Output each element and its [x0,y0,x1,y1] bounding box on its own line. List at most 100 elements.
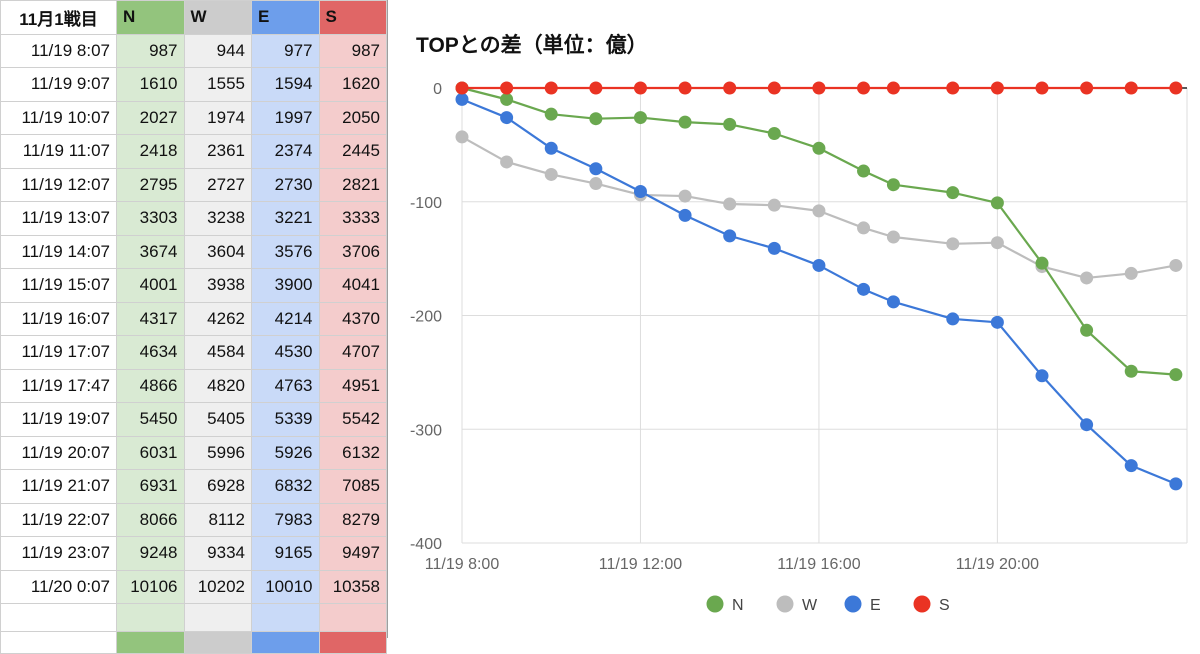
legend-label-s[interactable]: S [939,597,950,614]
cell-w[interactable]: 4820 [183,368,252,403]
data-point-e[interactable] [723,229,737,243]
data-point-e[interactable] [544,141,558,155]
cell-w[interactable]: 4584 [183,335,252,370]
cell-w[interactable]: 3238 [183,201,252,236]
data-point-e[interactable] [633,185,647,199]
data-point-w[interactable] [1124,266,1138,280]
cell-time[interactable]: 11/19 19:07 [0,402,117,437]
data-point-s[interactable] [633,81,647,95]
cell-w[interactable]: 944 [183,33,252,68]
data-point-n[interactable] [812,141,826,155]
data-point-s[interactable] [544,81,558,95]
data-point-w[interactable] [723,197,737,211]
legend-label-e[interactable]: E [870,597,881,614]
header-cell-label[interactable]: 11月1戦目 [0,0,117,35]
cell-n[interactable]: 4866 [116,368,185,403]
data-point-e[interactable] [455,92,469,106]
cell-e[interactable]: 9165 [251,536,320,571]
legend-marker-e[interactable] [844,595,862,613]
data-point-w[interactable] [500,155,514,169]
data-point-s[interactable] [990,81,1004,95]
cell-e[interactable]: 3576 [251,234,320,269]
data-point-e[interactable] [946,312,960,326]
data-point-n[interactable] [1080,323,1094,337]
cell-time[interactable]: 11/19 12:07 [0,167,117,202]
data-point-w[interactable] [767,198,781,212]
empty-cell[interactable] [318,603,387,632]
data-point-n[interactable] [1035,256,1049,270]
cell-s[interactable]: 2050 [318,100,387,135]
cell-time[interactable]: 11/20 0:07 [0,569,117,604]
cell-e[interactable]: 977 [251,33,320,68]
cell-s[interactable]: 4707 [318,335,387,370]
data-point-n[interactable] [544,107,558,121]
cell-w[interactable]: 3938 [183,268,252,303]
cell-e[interactable]: 7983 [251,502,320,537]
empty-cell[interactable] [183,631,252,654]
data-point-s[interactable] [767,81,781,95]
cell-w[interactable]: 3604 [183,234,252,269]
data-point-w[interactable] [1169,258,1183,272]
legend-label-w[interactable]: W [802,597,818,614]
data-point-s[interactable] [455,81,469,95]
cell-s[interactable]: 9497 [318,536,387,571]
data-point-n[interactable] [633,111,647,125]
data-point-s[interactable] [589,81,603,95]
empty-cell[interactable] [183,603,252,632]
cell-time[interactable]: 11/19 17:47 [0,368,117,403]
cell-time[interactable]: 11/19 17:07 [0,335,117,370]
cell-n[interactable]: 1610 [116,67,185,102]
data-point-e[interactable] [678,208,692,222]
cell-s[interactable]: 7085 [318,469,387,504]
data-point-e[interactable] [857,282,871,296]
data-point-s[interactable] [857,81,871,95]
data-point-w[interactable] [455,130,469,144]
cell-n[interactable]: 9248 [116,536,185,571]
cell-time[interactable]: 11/19 10:07 [0,100,117,135]
cell-w[interactable]: 5996 [183,435,252,470]
cell-n[interactable]: 8066 [116,502,185,537]
cell-s[interactable]: 2821 [318,167,387,202]
data-point-s[interactable] [1124,81,1138,95]
cell-s[interactable]: 6132 [318,435,387,470]
cell-w[interactable]: 2361 [183,134,252,169]
data-point-s[interactable] [946,81,960,95]
cell-s[interactable]: 987 [318,33,387,68]
cell-e[interactable]: 4530 [251,335,320,370]
legend-label-n[interactable]: N [732,597,744,614]
data-point-w[interactable] [1080,271,1094,285]
empty-cell[interactable] [0,631,117,654]
cell-s[interactable]: 2445 [318,134,387,169]
cell-w[interactable]: 4262 [183,301,252,336]
cell-n[interactable]: 4001 [116,268,185,303]
cell-n[interactable]: 987 [116,33,185,68]
data-point-w[interactable] [812,204,826,218]
cell-n[interactable]: 6931 [116,469,185,504]
data-point-n[interactable] [500,92,514,106]
cell-s[interactable]: 4041 [318,268,387,303]
cell-w[interactable]: 10202 [183,569,252,604]
cell-w[interactable]: 9334 [183,536,252,571]
data-point-w[interactable] [857,221,871,235]
cell-w[interactable]: 8112 [183,502,252,537]
cell-time[interactable]: 11/19 20:07 [0,435,117,470]
cell-n[interactable]: 2418 [116,134,185,169]
cell-e[interactable]: 2730 [251,167,320,202]
cell-n[interactable]: 2795 [116,167,185,202]
cell-n[interactable]: 6031 [116,435,185,470]
data-point-w[interactable] [678,189,692,203]
data-point-e[interactable] [1169,477,1183,491]
cell-time[interactable]: 11/19 13:07 [0,201,117,236]
cell-e[interactable]: 1997 [251,100,320,135]
cell-w[interactable]: 2727 [183,167,252,202]
data-point-s[interactable] [678,81,692,95]
cell-time[interactable]: 11/19 21:07 [0,469,117,504]
header-cell-n[interactable]: N [116,0,185,35]
cell-e[interactable]: 3900 [251,268,320,303]
cell-e[interactable]: 2374 [251,134,320,169]
legend-marker-w[interactable] [776,595,794,613]
cell-n[interactable]: 10106 [116,569,185,604]
cell-time[interactable]: 11/19 8:07 [0,33,117,68]
data-point-s[interactable] [1035,81,1049,95]
header-cell-w[interactable]: W [183,0,252,35]
